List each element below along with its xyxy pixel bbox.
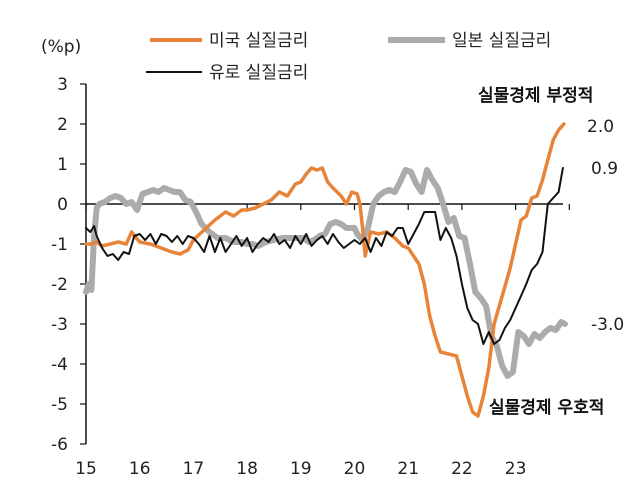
- series-line-us: [84, 122, 566, 418]
- end-label-euro: 0.9: [591, 159, 618, 179]
- x-tick-label: 20: [344, 459, 366, 479]
- x-tick-label: 21: [397, 459, 419, 479]
- x-tick-label: 18: [236, 459, 258, 479]
- x-tick-label: 19: [290, 459, 312, 479]
- series-line-euro: [85, 167, 564, 345]
- y-tick-label: -2: [51, 275, 68, 295]
- y-tick-label: -4: [51, 355, 68, 375]
- end-label-us: 2.0: [587, 117, 614, 137]
- y-tick-label: 2: [57, 115, 68, 135]
- annotation-favorable-economy: 실물경제 우호적: [489, 398, 604, 418]
- series-line-japan: [83, 167, 568, 379]
- x-tick-label: 22: [451, 459, 473, 479]
- legend-label-japan: 일본 실질금리: [452, 31, 551, 51]
- y-axis-unit-label: (%p): [41, 37, 81, 57]
- y-ticks: 3 2 1 0 -1 -2 -3 -4 -5 -6: [51, 75, 86, 455]
- annotation-negative-economy: 실물경제 부정적: [478, 86, 593, 106]
- x-ticks: 15 16 17 18 19 20 21 22 23: [75, 204, 570, 479]
- y-tick-label: 1: [57, 155, 68, 175]
- x-tick-label: 17: [183, 459, 205, 479]
- y-tick-label: 0: [57, 195, 68, 215]
- y-tick-label: -1: [51, 235, 68, 255]
- y-tick-label: -6: [51, 435, 68, 455]
- y-tick-label: -3: [51, 315, 68, 335]
- x-tick-label: 16: [129, 459, 151, 479]
- end-label-japan: -3.0: [591, 315, 624, 335]
- y-tick-label: -5: [51, 395, 68, 415]
- series-layer: [83, 122, 568, 418]
- legend-label-euro: 유로 실질금리: [209, 63, 308, 83]
- legend-label-us: 미국 실질금리: [209, 31, 308, 51]
- x-tick-label: 23: [505, 459, 527, 479]
- y-tick-label: 3: [57, 75, 68, 95]
- x-tick-label: 15: [75, 459, 97, 479]
- legend: 미국 실질금리 일본 실질금리 유로 실질금리: [146, 31, 551, 83]
